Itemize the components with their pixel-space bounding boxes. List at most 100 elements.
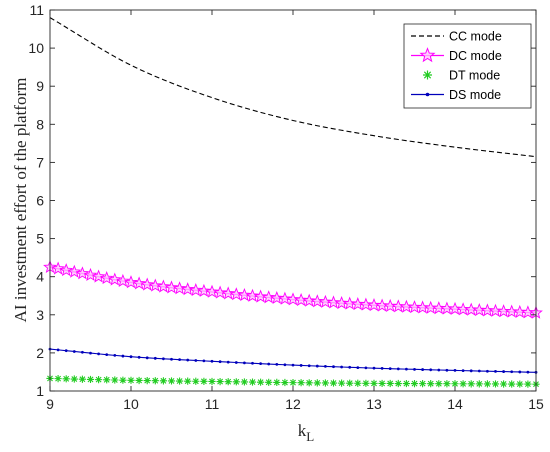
- data-point: [202, 359, 206, 363]
- data-point: [356, 366, 360, 369]
- data-point: [116, 273, 130, 287]
- data-point: [370, 379, 378, 387]
- x-tick-label: 15: [528, 396, 544, 412]
- data-point: [283, 363, 287, 367]
- data-point: [72, 350, 76, 353]
- data-point: [51, 261, 65, 275]
- data-point: [491, 380, 500, 388]
- data-point: [135, 376, 143, 385]
- data-point: [83, 267, 98, 282]
- y-tick-label: 7: [36, 154, 44, 170]
- y-tick-label: 8: [36, 116, 44, 132]
- data-point: [461, 369, 465, 373]
- x-tick-label: 11: [205, 396, 220, 412]
- data-point: [329, 379, 338, 387]
- data-point: [178, 358, 182, 362]
- data-point: [64, 349, 68, 353]
- data-point: [299, 364, 303, 367]
- data-point: [332, 365, 335, 369]
- data-point: [245, 288, 260, 302]
- data-point: [413, 367, 416, 371]
- y-tick-label: 3: [36, 307, 44, 323]
- data-point: [192, 377, 200, 385]
- data-point: [348, 365, 352, 369]
- data-point: [419, 380, 427, 388]
- legend-item-2: DT mode: [423, 69, 500, 83]
- data-point: [315, 364, 319, 368]
- data-point: [243, 361, 246, 365]
- series-line: [49, 17, 537, 158]
- data-point: [273, 378, 281, 387]
- data-point: [313, 379, 321, 387]
- data-point: [372, 366, 376, 370]
- x-tick-label: 14: [447, 396, 463, 412]
- data-point: [229, 287, 244, 301]
- x-axis-title: kL: [298, 421, 315, 444]
- data-point: [421, 368, 424, 371]
- data-point: [494, 370, 497, 373]
- legend-label: DT mode: [449, 69, 500, 83]
- data-point: [451, 380, 459, 388]
- data-point: [91, 269, 106, 283]
- data-point: [261, 290, 276, 304]
- data-point: [350, 297, 365, 311]
- data-point: [162, 357, 165, 361]
- data-point: [143, 377, 151, 385]
- data-point: [54, 375, 62, 383]
- data-point: [240, 378, 248, 386]
- data-point: [291, 363, 295, 367]
- data-point: [429, 368, 433, 372]
- data-point: [469, 369, 473, 373]
- data-point: [394, 379, 402, 388]
- data-point: [140, 277, 155, 291]
- data-point: [151, 377, 159, 385]
- data-point: [297, 379, 305, 387]
- data-point: [180, 282, 195, 296]
- x-axis-title-main: k: [298, 421, 307, 440]
- data-point: [267, 362, 271, 366]
- data-point: [346, 379, 354, 387]
- data-point: [105, 353, 109, 357]
- data-point: [59, 263, 74, 277]
- data-point: [172, 281, 187, 295]
- data-point: [75, 266, 90, 280]
- data-point: [516, 380, 524, 388]
- data-point: [248, 378, 257, 386]
- x-axis-title-subscript: L: [306, 429, 314, 444]
- data-point: [524, 380, 532, 388]
- data-point: [410, 379, 419, 388]
- data-point: [294, 292, 308, 307]
- data-point: [70, 375, 78, 383]
- data-point: [402, 379, 410, 388]
- data-point: [275, 362, 279, 366]
- data-point: [445, 368, 449, 372]
- data-point: [321, 379, 329, 387]
- data-point: [103, 376, 111, 384]
- legend-marker: [419, 47, 436, 63]
- legend-label: CC mode: [449, 30, 502, 44]
- data-point: [232, 378, 240, 386]
- data-point: [216, 377, 224, 386]
- data-point: [467, 380, 475, 388]
- data-point: [486, 369, 489, 373]
- legend-label: DC mode: [449, 49, 502, 63]
- legend: CC mode DC mode DT mode DS mode: [403, 23, 532, 109]
- data-point: [78, 375, 86, 383]
- legend-item-3: DS mode: [411, 88, 501, 102]
- data-point: [340, 365, 343, 369]
- data-point: [56, 348, 60, 352]
- data-point: [153, 356, 157, 360]
- x-tick-label: 12: [285, 396, 301, 412]
- data-point: [95, 376, 103, 384]
- data-point: [526, 370, 530, 374]
- data-point: [380, 367, 384, 370]
- data-point: [251, 361, 254, 365]
- data-point: [81, 350, 84, 354]
- data-point: [278, 291, 292, 305]
- series-1: [43, 259, 543, 319]
- data-point: [186, 358, 190, 362]
- data-point: [67, 264, 82, 278]
- data-point: [289, 379, 297, 387]
- data-point: [437, 368, 441, 372]
